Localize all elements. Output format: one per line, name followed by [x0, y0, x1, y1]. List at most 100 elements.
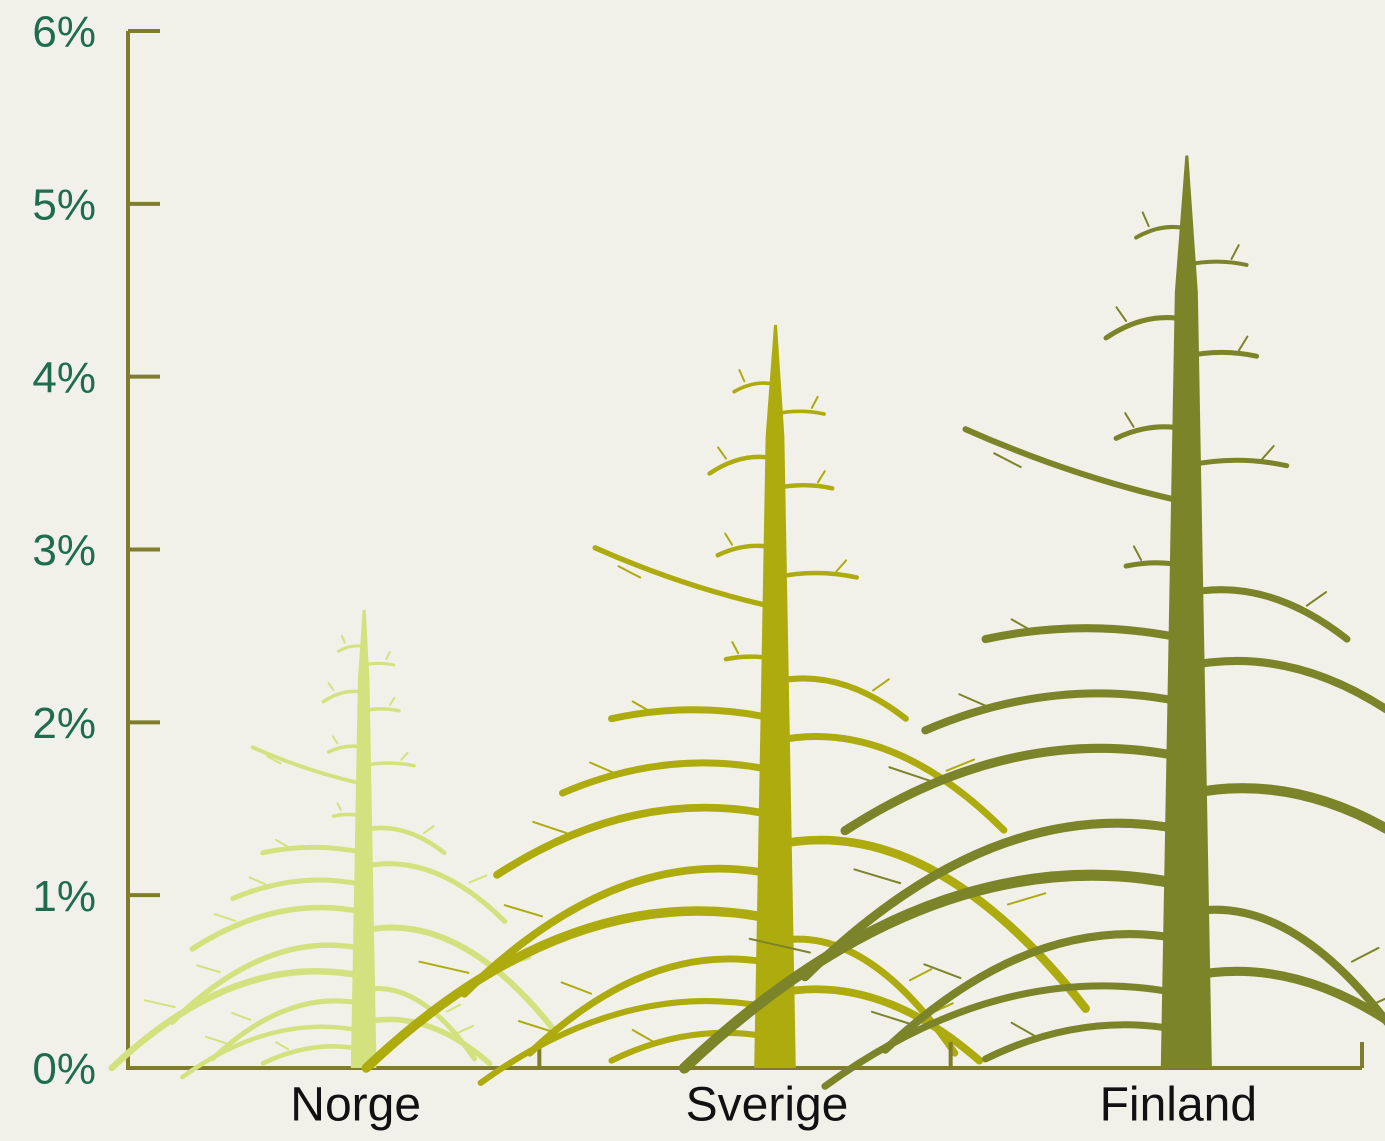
tree-twig [1305, 591, 1328, 607]
tree-trunk [350, 609, 377, 1068]
tree-twig [389, 696, 396, 706]
y-tick-label: 3% [32, 526, 96, 575]
tree-twig [418, 960, 470, 974]
tree-branch [1181, 783, 1385, 834]
tree-twig [1124, 412, 1135, 428]
tree-twig [143, 999, 176, 1009]
tree-branch [1134, 224, 1189, 240]
tree-branch [326, 744, 366, 754]
tree-branch [260, 844, 367, 856]
tree-twig [1350, 946, 1380, 963]
tree-branch [881, 930, 1191, 1054]
tree-branch [189, 904, 367, 952]
x-tick-label: Norge [290, 1079, 421, 1132]
tree-twig [908, 968, 933, 982]
tree-twig [331, 735, 339, 745]
tree-twig [213, 913, 237, 922]
tree-branch [361, 707, 401, 713]
tree-branch [361, 861, 508, 924]
tree-twig [327, 682, 335, 692]
tree-twig [888, 766, 932, 782]
tree-twig [336, 802, 342, 812]
tree-twig [1006, 892, 1047, 906]
tree-branch [773, 409, 826, 416]
tree-twig [1260, 445, 1275, 461]
tree-branch [800, 818, 1191, 982]
tree-branch [558, 759, 779, 797]
tree-twig [1010, 618, 1037, 635]
tree-branch [361, 825, 447, 856]
tree-branch [981, 624, 1191, 644]
tree-twig [560, 981, 593, 995]
tree-branch [209, 998, 367, 1062]
tree-branch [1183, 349, 1260, 359]
tree-branch [771, 675, 909, 722]
tree-twig [1132, 545, 1143, 562]
tree-twig [1010, 1021, 1037, 1038]
tree-twig [248, 876, 267, 886]
tree-branch [1123, 560, 1189, 569]
tree-branch [1183, 457, 1290, 469]
tree-twig [532, 820, 568, 835]
tree-branch [840, 743, 1191, 836]
tree-branch [1181, 966, 1385, 1025]
tree-branch [608, 706, 779, 723]
tree-twig [1115, 306, 1128, 323]
tree-twig [1141, 211, 1150, 228]
tree-twig [266, 755, 282, 765]
tree-twig [204, 1035, 229, 1045]
tree-twig [631, 1029, 654, 1043]
tree-branch [180, 1024, 366, 1080]
tree-twig [275, 1041, 290, 1051]
tree-branch [108, 968, 367, 1072]
tree-bar [361, 324, 1090, 1086]
tree-branch [360, 924, 559, 1035]
tree-branch [962, 426, 1190, 506]
tree-branch [331, 812, 366, 818]
tree-twig [853, 868, 902, 885]
tree-branch [771, 985, 984, 1065]
tree-twig [993, 452, 1022, 469]
tree-branch [707, 454, 778, 476]
y-tick-label: 1% [32, 872, 96, 921]
tree-bar [108, 609, 559, 1080]
tree-branch [526, 955, 779, 1057]
tree-twig [275, 838, 290, 848]
tree-branch [336, 644, 366, 653]
tree-twig [617, 565, 642, 579]
tree-twig [810, 395, 819, 409]
tree-twig [340, 634, 346, 644]
tree-branch [772, 482, 835, 491]
tree-twig [724, 532, 734, 546]
tree-branch [1184, 259, 1249, 267]
tree-branch [772, 570, 859, 580]
tree-twig [196, 964, 222, 974]
y-tick-label: 5% [32, 180, 96, 229]
tree-branch [1113, 424, 1189, 441]
tree-twig [731, 641, 740, 655]
tree-twig [1230, 244, 1240, 260]
tree-twig [923, 963, 962, 980]
tree-branch [321, 689, 366, 704]
tree-branch [361, 906, 780, 1073]
tree-branch [169, 942, 367, 1025]
tree-twig [738, 369, 746, 383]
tree-branch [493, 803, 779, 879]
tree-branch [982, 1021, 1190, 1063]
tree-branch [250, 745, 366, 787]
tree-branch [260, 1044, 366, 1066]
tree-twig [423, 825, 435, 834]
tree-twig [870, 1010, 917, 1027]
x-tick-label: Finland [1100, 1079, 1257, 1132]
tree-branch [1103, 315, 1189, 341]
tree-twig [517, 1020, 556, 1034]
tree-twig [872, 678, 890, 692]
tree-branch [460, 864, 779, 998]
tree-twig [400, 751, 409, 761]
tree-twig [958, 693, 992, 709]
tree-branch [771, 733, 1008, 834]
tree-branch [770, 835, 1090, 1013]
y-tick-label: 0% [32, 1045, 96, 1094]
tree-twig [589, 761, 617, 775]
